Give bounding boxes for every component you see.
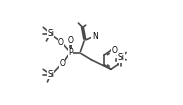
Text: O: O xyxy=(112,46,117,55)
Text: P: P xyxy=(68,48,73,57)
Text: N: N xyxy=(92,32,98,41)
Text: O: O xyxy=(68,36,73,45)
Text: O: O xyxy=(59,59,65,68)
Text: Si: Si xyxy=(47,70,54,79)
Text: O: O xyxy=(58,37,64,47)
Text: Si: Si xyxy=(117,53,124,62)
Text: Si: Si xyxy=(47,29,54,38)
